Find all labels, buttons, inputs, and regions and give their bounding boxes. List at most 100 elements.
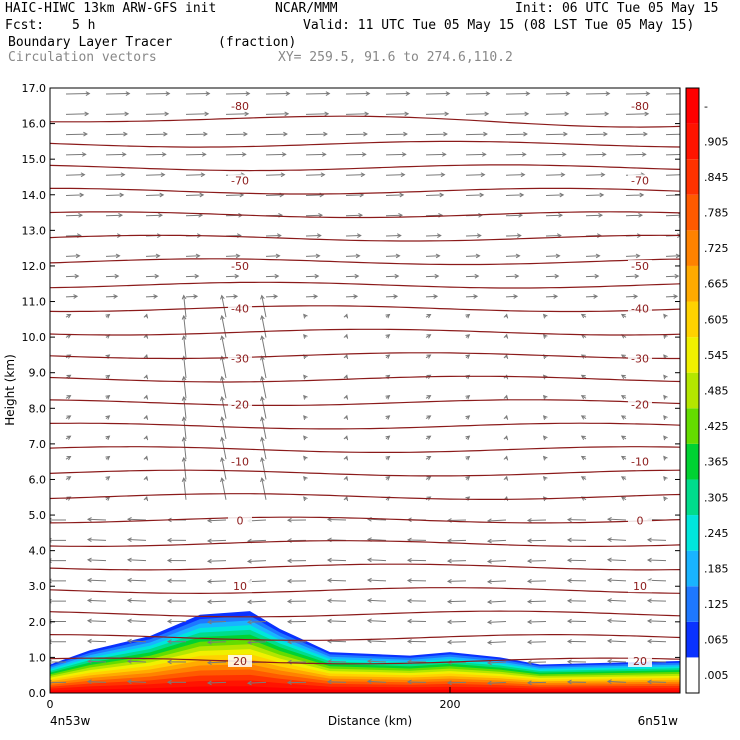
vector-head bbox=[126, 598, 132, 603]
vector-head bbox=[365, 91, 371, 96]
vector-head bbox=[166, 639, 172, 645]
vector-head bbox=[526, 518, 532, 523]
vector-arrow bbox=[166, 578, 187, 584]
vector-head bbox=[143, 313, 149, 319]
vector-shaft bbox=[665, 255, 680, 257]
vector-shaft bbox=[225, 133, 247, 136]
vector-arrow bbox=[86, 618, 107, 624]
colorbar-label: .785 bbox=[704, 207, 729, 220]
vector-head bbox=[446, 619, 452, 625]
vector-arrow bbox=[145, 192, 165, 198]
vector-shaft bbox=[545, 133, 567, 136]
vector-arrow bbox=[385, 91, 411, 96]
vector-arrow bbox=[185, 91, 211, 96]
vector-arrow bbox=[606, 638, 627, 644]
vector-head bbox=[206, 680, 212, 686]
vector-shaft bbox=[505, 295, 518, 298]
vector-shaft bbox=[545, 235, 561, 237]
vector-shaft bbox=[65, 255, 80, 257]
vector-arrow bbox=[503, 394, 509, 400]
vector-arrow bbox=[406, 679, 427, 685]
vector-head bbox=[303, 313, 308, 319]
vector-arrow bbox=[65, 455, 72, 461]
isotherm-label: 0 bbox=[237, 514, 244, 527]
vector-head bbox=[566, 618, 572, 624]
vector-arrow bbox=[303, 415, 308, 420]
vector-arrow bbox=[206, 558, 227, 564]
vector-head bbox=[566, 517, 572, 523]
y-tick-label: 1.0 bbox=[29, 651, 47, 664]
vector-arrow bbox=[406, 639, 427, 644]
vector-arrow bbox=[65, 476, 72, 481]
vector-head bbox=[465, 415, 471, 420]
vector-arrow bbox=[181, 335, 187, 358]
vector-head bbox=[525, 91, 531, 96]
vector-arrow bbox=[606, 537, 627, 542]
vector-arrow bbox=[143, 475, 149, 481]
vector-head bbox=[260, 477, 265, 483]
vector-arrow bbox=[86, 577, 107, 583]
vector-shaft bbox=[225, 113, 249, 115]
vector-head bbox=[682, 153, 686, 157]
vector-shaft bbox=[465, 93, 490, 95]
vector-arrow bbox=[305, 233, 322, 238]
vector-shaft bbox=[345, 235, 361, 237]
vector-shaft bbox=[185, 194, 204, 196]
vector-arrow bbox=[345, 152, 367, 157]
vector-shaft bbox=[207, 560, 227, 562]
vector-shaft bbox=[665, 93, 680, 95]
vector-head bbox=[343, 333, 349, 339]
vector-arrow bbox=[206, 660, 227, 665]
vector-head bbox=[166, 659, 172, 665]
vector-shaft bbox=[545, 153, 566, 156]
vector-arrow bbox=[385, 435, 391, 441]
vector-shaft bbox=[225, 194, 244, 196]
vector-arrow bbox=[566, 598, 587, 604]
vector-arrow bbox=[86, 598, 107, 603]
vector-shaft bbox=[425, 174, 445, 176]
vector-shaft bbox=[65, 174, 85, 176]
field-units: (fraction) bbox=[218, 35, 297, 50]
vector-shaft bbox=[545, 255, 560, 257]
vector-head bbox=[440, 172, 446, 178]
vector-arrow bbox=[625, 212, 644, 218]
vector-head bbox=[426, 334, 432, 339]
vector-head bbox=[600, 172, 606, 178]
vector-arrow bbox=[665, 174, 680, 176]
vector-arrow bbox=[620, 455, 627, 461]
colorbar-swatch bbox=[686, 88, 699, 124]
vector-arrow bbox=[143, 496, 149, 502]
vector-head bbox=[486, 660, 492, 666]
vector-head bbox=[286, 619, 292, 625]
vector-head bbox=[273, 294, 279, 299]
vector-arrow bbox=[303, 475, 308, 481]
vector-head bbox=[514, 273, 520, 279]
vector-arrow bbox=[446, 578, 467, 584]
vector-shaft bbox=[545, 214, 563, 217]
model-title: HAIC-HIWC 13km ARW-GFS init bbox=[5, 1, 217, 16]
vector-head bbox=[542, 394, 548, 400]
vector-head bbox=[274, 273, 280, 279]
vector-head bbox=[85, 91, 91, 96]
vector-head bbox=[518, 212, 524, 218]
vector-head bbox=[400, 172, 406, 178]
vector-head bbox=[638, 212, 644, 218]
vector-shaft bbox=[385, 153, 406, 156]
vector-shaft bbox=[185, 113, 209, 115]
isotherm-line bbox=[50, 610, 680, 618]
vector-arrow bbox=[343, 496, 349, 502]
vector-arrow bbox=[665, 133, 680, 136]
vector-shaft bbox=[305, 255, 320, 257]
vector-shaft bbox=[221, 376, 227, 399]
vector-shaft bbox=[183, 295, 187, 318]
vector-arrow bbox=[166, 558, 187, 563]
vector-head bbox=[246, 680, 252, 686]
y-tick-label: 3.0 bbox=[29, 580, 47, 593]
vector-arrow bbox=[545, 192, 565, 198]
vector-head bbox=[566, 578, 572, 583]
vector-shaft bbox=[425, 275, 439, 278]
vector-arrow bbox=[260, 314, 267, 338]
vector-arrow bbox=[145, 152, 167, 157]
vector-arrow bbox=[545, 152, 567, 157]
vector-head bbox=[465, 435, 471, 441]
